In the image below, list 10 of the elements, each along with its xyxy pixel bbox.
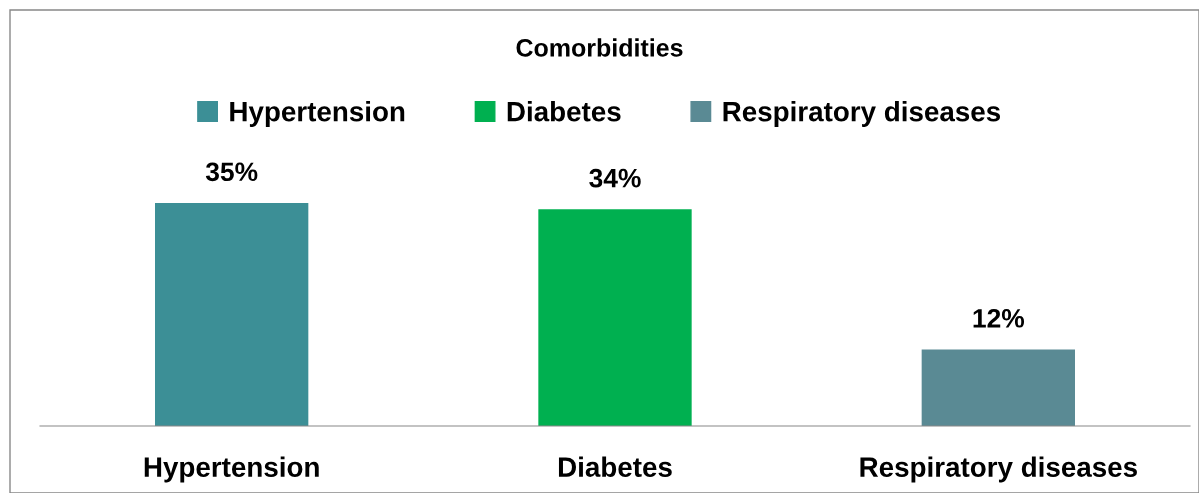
- legend-label: Hypertension: [230, 101, 405, 127]
- chart-title: Comorbidities: [516, 38, 683, 57]
- data-label: 12%: [973, 308, 1025, 328]
- x-tick-label: Hypertension: [144, 456, 319, 483]
- legend-label: Diabetes: [507, 101, 621, 122]
- data-label: 35%: [205, 162, 258, 182]
- data-label: 34%: [589, 168, 641, 188]
- legend-label: Respiratory diseases: [723, 101, 1001, 127]
- x-tick-label: Diabetes: [558, 456, 672, 477]
- x-tick-label: Respiratory diseases: [860, 456, 1137, 483]
